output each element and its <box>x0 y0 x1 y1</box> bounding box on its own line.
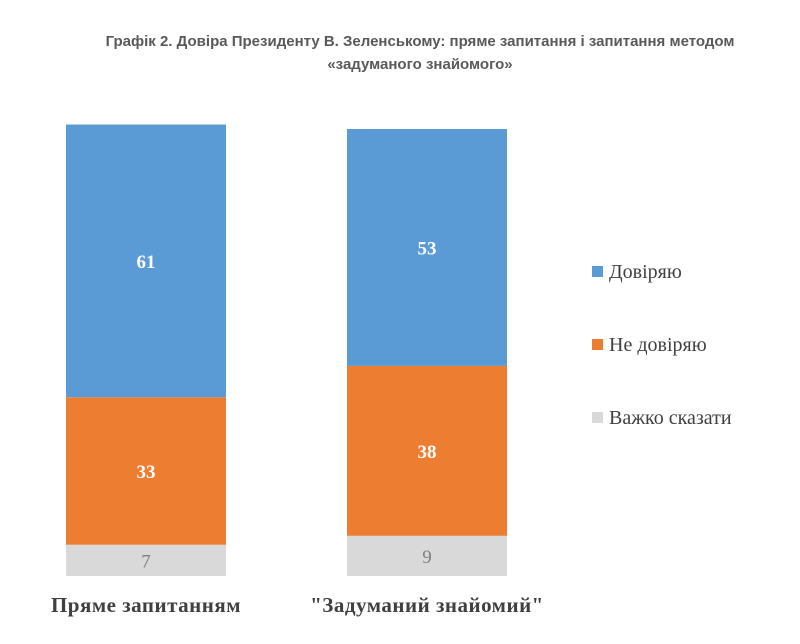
chart-title: Графік 2. Довіра Президенту В. Зеленсько… <box>40 30 800 76</box>
data-label-1-довіряю: 61 <box>137 252 156 273</box>
bar-2-довіряю <box>347 129 507 366</box>
legend-label-не-довіряю: Не довіряю <box>609 334 707 356</box>
bar-1-важко-сказати <box>66 544 226 576</box>
category-label-1: Пряме запитанням <box>51 593 241 617</box>
data-label-1-важко-сказати: 7 <box>141 551 151 572</box>
data-label-1-не-довіряю: 33 <box>137 462 156 483</box>
bar-1-довіряю <box>66 124 226 398</box>
legend-swatch-довіряю <box>592 266 603 277</box>
legend-label-довіряю: Довіряю <box>609 261 682 283</box>
data-label-2-важко-сказати: 9 <box>422 547 432 568</box>
bar-1-не-довіряю <box>66 397 226 545</box>
bar-labels-group: 7 33 61 9 38 53 <box>137 238 437 572</box>
data-label-2-не-довіряю: 38 <box>418 442 437 463</box>
legend-label-важко-сказати: Важко сказати <box>609 407 732 429</box>
legend-swatch-важко-сказати <box>592 412 603 423</box>
category-labels-group: Пряме запитанням "Задуманий знайомий" <box>51 593 544 617</box>
data-label-2-довіряю: 53 <box>418 238 437 259</box>
legend-swatch-не-довіряю <box>592 339 603 350</box>
bars-group <box>66 124 507 576</box>
bar-2-важко-сказати <box>347 535 507 576</box>
chart-title-line-2: «задуманого знайомого» <box>327 56 513 73</box>
category-label-2: "Задуманий знайомий" <box>310 593 544 617</box>
legend: Довіряю Не довіряю Важко сказати <box>592 261 732 429</box>
bar-2-не-довіряю <box>347 365 507 536</box>
chart-title-line-1: Графік 2. Довіра Президенту В. Зеленсько… <box>105 33 735 50</box>
